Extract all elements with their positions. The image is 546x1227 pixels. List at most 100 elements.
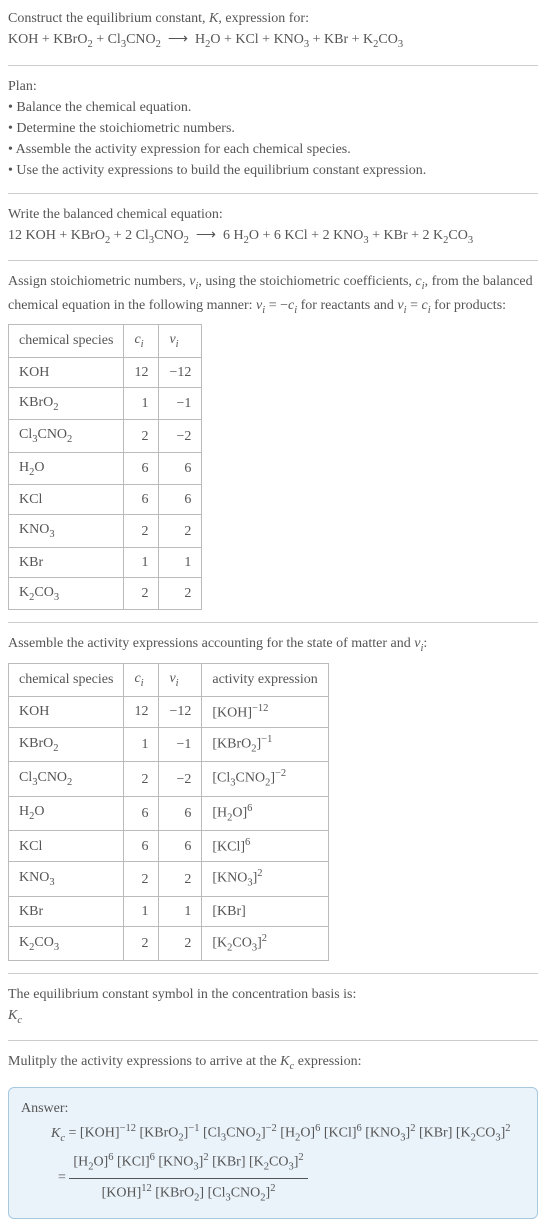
- cell-v: 2: [159, 577, 202, 610]
- cell-species: KBrO2: [9, 387, 124, 420]
- plan-item: • Determine the stoichiometric numbers.: [8, 118, 538, 139]
- divider: [8, 260, 538, 261]
- cell-species: KBr: [9, 547, 124, 577]
- cell-v: −12: [159, 696, 202, 728]
- cell-c: 2: [124, 862, 159, 896]
- cell-species: H2O: [9, 796, 124, 830]
- cell-v: −12: [159, 357, 202, 387]
- col-v: νi: [159, 325, 202, 358]
- col-activity: activity expression: [202, 664, 328, 697]
- table-row: KCl66[KCl]6: [9, 830, 329, 862]
- cell-species: K2CO3: [9, 926, 124, 960]
- table-row: KBrO21−1[KBrO2]−1: [9, 728, 329, 762]
- col-c: ci: [124, 664, 159, 697]
- cell-v: −1: [159, 387, 202, 420]
- balanced-section: Write the balanced chemical equation: 12…: [8, 204, 538, 249]
- eq-symbol-text: The equilibrium constant symbol in the c…: [8, 984, 538, 1005]
- cell-species: KBrO2: [9, 728, 124, 762]
- cell-activity: [H2O]6: [202, 796, 328, 830]
- cell-v: 2: [159, 515, 202, 548]
- cell-v: 1: [159, 896, 202, 926]
- divider: [8, 193, 538, 194]
- plan-item: • Assemble the activity expression for e…: [8, 139, 538, 160]
- cell-c: 1: [124, 547, 159, 577]
- cell-v: −1: [159, 728, 202, 762]
- table-row: Cl3CNO22−2[Cl3CNO2]−2: [9, 762, 329, 796]
- col-v: νi: [159, 664, 202, 697]
- col-species: chemical species: [9, 325, 124, 358]
- table-row: KCl66: [9, 485, 202, 515]
- cell-species: KCl: [9, 830, 124, 862]
- col-c: ci: [124, 325, 159, 358]
- cell-c: 6: [124, 830, 159, 862]
- plan-title: Plan:: [8, 76, 538, 97]
- activity-section: Assemble the activity expressions accoun…: [8, 633, 538, 960]
- cell-c: 2: [124, 926, 159, 960]
- cell-activity: [KCl]6: [202, 830, 328, 862]
- table-row: Cl3CNO22−2: [9, 420, 202, 453]
- cell-activity: [Cl3CNO2]−2: [202, 762, 328, 796]
- cell-c: 1: [124, 387, 159, 420]
- cell-c: 6: [124, 796, 159, 830]
- cell-v: 6: [159, 830, 202, 862]
- table-row: K2CO322: [9, 577, 202, 610]
- cell-v: 6: [159, 485, 202, 515]
- cell-c: 1: [124, 728, 159, 762]
- table-row: H2O66: [9, 452, 202, 485]
- activity-table: chemical species ci νi activity expressi…: [8, 663, 329, 961]
- cell-activity: [K2CO3]2: [202, 926, 328, 960]
- cell-c: 2: [124, 577, 159, 610]
- table-row: KBrO21−1: [9, 387, 202, 420]
- cell-v: 2: [159, 926, 202, 960]
- answer-expression: Kc = [KOH]−12 [KBrO2]−1 [Cl3CNO2]−2 [H2O…: [21, 1119, 525, 1208]
- cell-v: 2: [159, 862, 202, 896]
- intro: Construct the equilibrium constant, K, e…: [8, 8, 538, 53]
- col-species: chemical species: [9, 664, 124, 697]
- cell-activity: [KOH]−12: [202, 696, 328, 728]
- cell-c: 2: [124, 762, 159, 796]
- cell-activity: [KBr]: [202, 896, 328, 926]
- cell-species: KOH: [9, 357, 124, 387]
- kc-symbol: Kc: [8, 1005, 538, 1029]
- balanced-equation: 12 KOH + KBrO2 + 2 Cl3CNO2 ⟶ 6 H2O + 6 K…: [8, 228, 473, 243]
- table-row: KOH12−12: [9, 357, 202, 387]
- intro-k: K: [209, 11, 218, 26]
- unbalanced-equation: KOH + KBrO2 + Cl3CNO2 ⟶ H2O + KCl + KNO3…: [8, 32, 403, 47]
- table-row: KOH12−12[KOH]−12: [9, 696, 329, 728]
- eq-symbol-section: The equilibrium constant symbol in the c…: [8, 984, 538, 1029]
- cell-species: H2O: [9, 452, 124, 485]
- cell-species: K2CO3: [9, 577, 124, 610]
- plan: Plan: • Balance the chemical equation. •…: [8, 76, 538, 181]
- cell-c: 12: [124, 696, 159, 728]
- table-row: H2O66[H2O]6: [9, 796, 329, 830]
- cell-v: −2: [159, 762, 202, 796]
- cell-activity: [KBrO2]−1: [202, 728, 328, 762]
- cell-species: KOH: [9, 696, 124, 728]
- cell-species: KBr: [9, 896, 124, 926]
- table-header-row: chemical species ci νi: [9, 325, 202, 358]
- cell-species: KNO3: [9, 515, 124, 548]
- cell-c: 1: [124, 896, 159, 926]
- answer-label: Answer:: [21, 1098, 525, 1119]
- cell-c: 6: [124, 485, 159, 515]
- intro-post: , expression for:: [218, 11, 309, 26]
- cell-v: −2: [159, 420, 202, 453]
- intro-text: Construct the equilibrium constant,: [8, 11, 209, 26]
- cell-c: 2: [124, 515, 159, 548]
- plan-item: • Use the activity expressions to build …: [8, 160, 538, 181]
- cell-c: 12: [124, 357, 159, 387]
- plan-item: • Balance the chemical equation.: [8, 97, 538, 118]
- cell-species: KNO3: [9, 862, 124, 896]
- table-header-row: chemical species ci νi activity expressi…: [9, 664, 329, 697]
- divider: [8, 65, 538, 66]
- stoich-table: chemical species ci νi KOH12−12KBrO21−1C…: [8, 324, 202, 610]
- table-row: KNO322: [9, 515, 202, 548]
- cell-c: 6: [124, 452, 159, 485]
- cell-species: Cl3CNO2: [9, 762, 124, 796]
- table-row: KBr11[KBr]: [9, 896, 329, 926]
- divider: [8, 973, 538, 974]
- cell-species: KCl: [9, 485, 124, 515]
- cell-species: Cl3CNO2: [9, 420, 124, 453]
- cell-v: 6: [159, 796, 202, 830]
- stoich-section: Assign stoichiometric numbers, νi, using…: [8, 271, 538, 610]
